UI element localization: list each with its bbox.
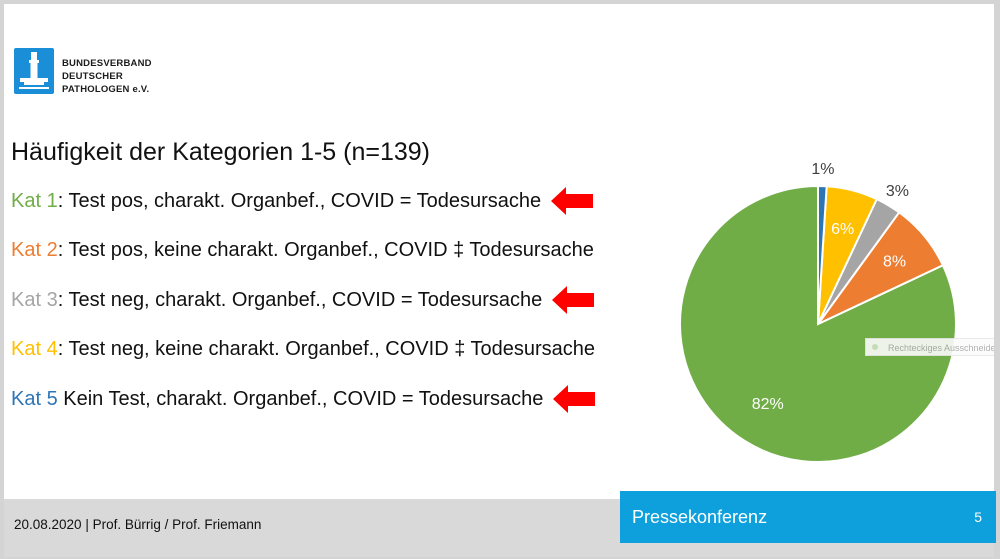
logo-line-2: DEUTSCHER: [62, 71, 123, 83]
pie-label-5: 1%: [811, 161, 834, 178]
pie-label-4: 6%: [831, 221, 854, 238]
category-text: : Test neg, charakt. Organbef., COVID = …: [57, 288, 543, 311]
logo-line-3: PATHOLOGEN e.V.: [62, 84, 150, 96]
category-text: : Test pos, keine charakt. Organbef., CO…: [57, 238, 594, 261]
tooltip-text: Rechteckiges Ausschneiden: [888, 343, 994, 353]
slide-title: Häufigkeit der Kategorien 1-5 (n=139): [11, 138, 431, 166]
slide: BUNDESVERBAND DEUTSCHER PATHOLOGEN e.V. …: [4, 4, 994, 557]
category-line-2: Kat 2: Test pos, keine charakt. Organbef…: [11, 235, 594, 265]
red-arrow-left-icon: [551, 187, 594, 215]
logo-line-1: BUNDESVERBAND: [62, 58, 152, 69]
category-label: Kat 2: [11, 238, 58, 261]
category-line-5: Kat 5 Kein Test, charakt. Organbef., COV…: [11, 384, 596, 414]
pie-label-1: 82%: [752, 396, 784, 413]
red-arrow-left-icon: [553, 385, 596, 413]
category-text: : Test pos, charakt. Organbef., COVID = …: [57, 189, 542, 212]
pathologen-logo-icon: [14, 48, 54, 94]
footer-text: 20.08.2020 | Prof. Bürrig / Prof. Friema…: [14, 517, 262, 532]
category-label: Kat 5: [11, 387, 58, 410]
category-label: Kat 4: [11, 337, 58, 360]
logo: BUNDESVERBAND DEUTSCHER PATHOLOGEN e.V.: [14, 48, 152, 97]
category-text: : Test neg, keine charakt. Organbef., CO…: [57, 337, 596, 360]
category-line-3: Kat 3: Test neg, charakt. Organbef., COV…: [11, 285, 595, 315]
pie-slice-1: [679, 184, 957, 463]
tooltip: Rechteckiges Ausschneiden: [865, 338, 994, 356]
category-line-1: Kat 1: Test pos, charakt. Organbef., COV…: [11, 186, 594, 216]
category-text: Kein Test, charakt. Organbef., COVID = T…: [57, 387, 544, 410]
pie-slice-5: [817, 184, 828, 325]
tooltip-dot-icon: [872, 344, 878, 350]
red-arrow-left-icon: [552, 286, 595, 314]
pie-chart: 82% 8% 3% 6% 1%: [679, 161, 957, 463]
press-label: Pressekonferenz: [632, 507, 768, 527]
category-line-4: Kat 4: Test neg, keine charakt. Organbef…: [11, 334, 595, 364]
category-label: Kat 1: [11, 189, 58, 212]
press-box: Pressekonferenz 5: [620, 491, 996, 543]
pie-label-3: 3%: [886, 183, 909, 200]
pie-label-2: 8%: [883, 254, 906, 271]
category-label: Kat 3: [11, 288, 58, 311]
page-number: 5: [974, 509, 982, 525]
